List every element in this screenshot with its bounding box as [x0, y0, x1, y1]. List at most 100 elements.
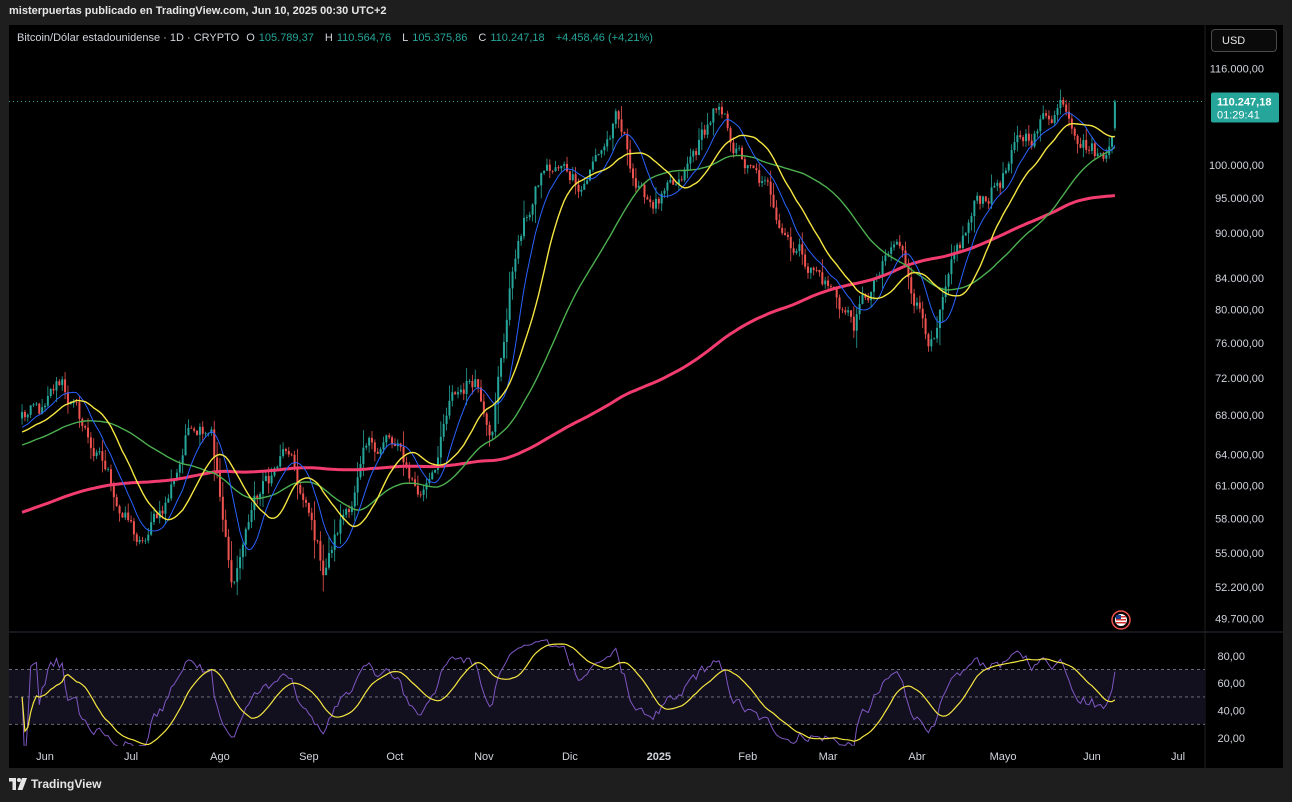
candle-body [517, 240, 520, 259]
candle-body [198, 426, 201, 435]
symbol-name[interactable]: Bitcoin/Dólar estadounidense · 1D · CRYP… [17, 32, 240, 44]
time-axis[interactable]: Jun Jul Ago Sep Oct Nov Dic 2025 Feb Mar Abr Mayo Ju… [36, 751, 1185, 763]
candle-body [23, 411, 26, 418]
candle-body [1002, 173, 1005, 188]
candle [115, 494, 118, 507]
candle [500, 357, 503, 382]
candle-body [293, 454, 296, 468]
candle [726, 110, 729, 132]
candle-body [445, 415, 448, 424]
candle [109, 464, 112, 492]
candle [38, 402, 41, 415]
candle [81, 417, 84, 432]
candle [806, 263, 809, 279]
candle [666, 180, 669, 198]
time-tick-label: Jun [36, 751, 54, 763]
candle-body [491, 431, 494, 436]
candle [1013, 132, 1016, 154]
time-tick-label: Dic [562, 751, 578, 763]
candle-body [672, 179, 675, 185]
candle [918, 295, 921, 313]
candle [35, 401, 38, 407]
candle-body [273, 468, 276, 476]
candle-body [738, 147, 741, 149]
moving-averages [21, 112, 1116, 551]
tradingview-logo[interactable]: TradingView [9, 777, 101, 791]
candle [697, 128, 700, 156]
candle-body [89, 437, 92, 449]
candle [491, 431, 494, 439]
candle [193, 426, 196, 433]
candle [979, 195, 982, 210]
candle [999, 180, 1002, 195]
candle [72, 399, 75, 408]
candle-body [784, 232, 787, 235]
candle [841, 307, 844, 314]
candle-body [58, 381, 61, 386]
price-tick-label: 64.000,00 [1215, 449, 1264, 461]
chart-area[interactable] [9, 25, 1283, 768]
candle-body [677, 179, 680, 185]
candle [511, 266, 514, 300]
candle-body [870, 291, 873, 301]
candle-body [259, 493, 262, 499]
candle [801, 232, 804, 265]
candle [218, 458, 221, 502]
price-axis[interactable]: 116.000,00 100.000,00 95.000,00 90.000,00 84… [1209, 63, 1264, 625]
candle [411, 476, 414, 482]
currency-button[interactable]: USD [1211, 29, 1277, 52]
candle-body [1030, 140, 1033, 147]
candle-body [1076, 135, 1079, 144]
candle [330, 545, 333, 559]
price-tick-label: 116.000,00 [1210, 63, 1264, 75]
candle-body [815, 269, 818, 271]
candle-body [763, 180, 766, 182]
candle-body [620, 119, 623, 132]
candle-body [703, 129, 706, 135]
candle-body [652, 202, 655, 209]
candle [537, 185, 540, 188]
candle-body [256, 495, 259, 499]
candle-body [462, 389, 465, 394]
candle-body [132, 521, 135, 535]
candle-body [806, 266, 809, 273]
candle-body [485, 413, 488, 425]
candle-body [1007, 163, 1010, 171]
candle [279, 444, 282, 472]
candle-body [1013, 142, 1016, 151]
low-value: L 105.375,86 [402, 32, 468, 44]
candle-body [408, 466, 411, 479]
candle-body [402, 447, 405, 463]
candle [528, 211, 531, 221]
candle-body [92, 448, 95, 457]
candle [597, 153, 600, 156]
candle-body [1042, 113, 1045, 120]
close-value: C 110.247,18 [478, 32, 545, 44]
candle-body [884, 255, 887, 262]
candle-body [482, 401, 485, 414]
candle [359, 456, 362, 480]
candle-body [150, 522, 153, 535]
candle-body [405, 462, 408, 467]
candle [336, 531, 339, 536]
candle [497, 366, 500, 424]
candle-body [333, 534, 336, 550]
candle-body [213, 429, 216, 458]
price-tick-label: 95.000,00 [1215, 193, 1264, 205]
candle-body [1019, 135, 1022, 138]
candle [1073, 126, 1076, 141]
candle [795, 248, 798, 255]
candle [488, 421, 491, 447]
flag-icon[interactable] [1111, 610, 1131, 630]
candle-body [502, 342, 505, 359]
candle-body [474, 379, 477, 388]
candle [98, 447, 101, 455]
candle-body [930, 339, 933, 347]
candle-body [391, 437, 394, 444]
candle [316, 539, 319, 544]
candle-body [689, 156, 692, 164]
candle [1062, 97, 1065, 107]
candle [436, 445, 439, 475]
candle-body [901, 246, 904, 251]
